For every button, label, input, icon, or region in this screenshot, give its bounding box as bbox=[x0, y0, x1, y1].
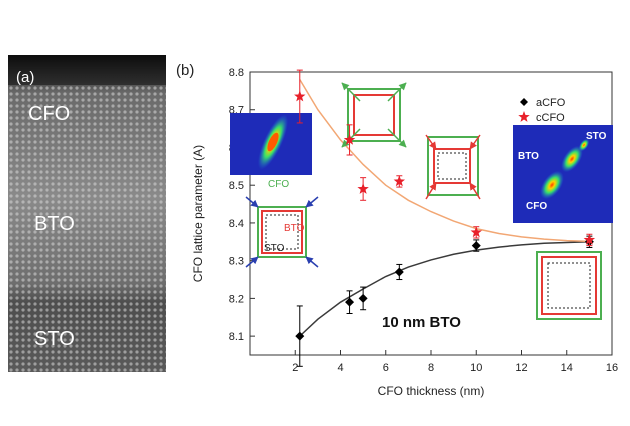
lattice-chart: (b) 2468101214168.18.28.38.48.58.68.78.8… bbox=[176, 62, 618, 398]
y-tick-label: 8.8 bbox=[229, 67, 244, 79]
data-point-acfo bbox=[358, 293, 368, 303]
strain-box-left bbox=[245, 196, 319, 268]
inset-right-bto-label: BTO bbox=[518, 151, 539, 162]
data-point-ccfo bbox=[470, 226, 482, 238]
strain-box-bottom bbox=[536, 251, 602, 320]
x-tick-label: 14 bbox=[561, 362, 573, 374]
lattice-chart-panel: (b) 2468101214168.18.28.38.48.58.68.78.8… bbox=[170, 55, 625, 415]
x-tick-label: 12 bbox=[515, 362, 527, 374]
x-tick-label: 16 bbox=[606, 362, 618, 374]
thickness-annotation: 10 nm BTO bbox=[382, 314, 461, 331]
legend-label-acfo: aCFO bbox=[536, 97, 566, 109]
data-point-ccfo bbox=[343, 133, 356, 145]
legend-marker-acfo bbox=[520, 98, 528, 106]
data-point-acfo bbox=[295, 331, 305, 341]
x-tick-label: 2 bbox=[292, 362, 298, 374]
stem-image-panel: (a) CFO BTO STO bbox=[8, 55, 166, 372]
stem-image: (a) CFO BTO STO bbox=[8, 55, 166, 372]
inset-left-bto-label: BTO bbox=[284, 223, 305, 234]
panel-b-label: (b) bbox=[176, 62, 194, 79]
y-tick-label: 8.1 bbox=[229, 331, 244, 343]
data-point-ccfo bbox=[357, 182, 369, 194]
legend-label-ccfo: cCFO bbox=[536, 112, 565, 124]
layer-label-bto: BTO bbox=[34, 213, 75, 235]
inset-left-cfo-label: CFO bbox=[268, 179, 289, 190]
data-point-ccfo bbox=[583, 233, 596, 245]
rsm-map-right bbox=[513, 125, 613, 223]
data-point-ccfo bbox=[294, 90, 306, 102]
strain-box-middle bbox=[425, 134, 481, 200]
layer-label-cfo: CFO bbox=[28, 103, 70, 125]
y-tick-label: 8.5 bbox=[229, 180, 244, 192]
panel-a-label: (a) bbox=[16, 69, 34, 86]
inset-right-sto-label: STO bbox=[586, 131, 607, 142]
x-axis-label: CFO thickness (nm) bbox=[378, 384, 485, 398]
fit-curve-acfo bbox=[299, 241, 590, 337]
x-tick-label: 6 bbox=[383, 362, 389, 374]
data-point-acfo bbox=[471, 241, 481, 251]
data-points bbox=[294, 69, 596, 367]
x-tick-label: 10 bbox=[470, 362, 482, 374]
data-point-acfo bbox=[394, 267, 404, 277]
y-tick-label: 8.4 bbox=[229, 218, 244, 230]
data-point-ccfo bbox=[393, 175, 406, 187]
legend-marker-ccfo bbox=[518, 111, 530, 122]
inset-right-cfo-label: CFO bbox=[526, 201, 547, 212]
x-tick-label: 4 bbox=[337, 362, 343, 374]
y-axis-label: CFO lattice parameter (A) bbox=[191, 145, 205, 282]
y-tick-label: 8.2 bbox=[229, 293, 244, 305]
inset-left-sto-label: STO bbox=[264, 243, 285, 254]
layer-label-sto: STO bbox=[34, 328, 75, 350]
y-tick-label: 8.3 bbox=[229, 256, 244, 268]
x-tick-label: 8 bbox=[428, 362, 434, 374]
data-point-acfo bbox=[345, 297, 355, 307]
legend: aCFO cCFO bbox=[518, 97, 566, 124]
strain-box-top bbox=[341, 82, 407, 148]
